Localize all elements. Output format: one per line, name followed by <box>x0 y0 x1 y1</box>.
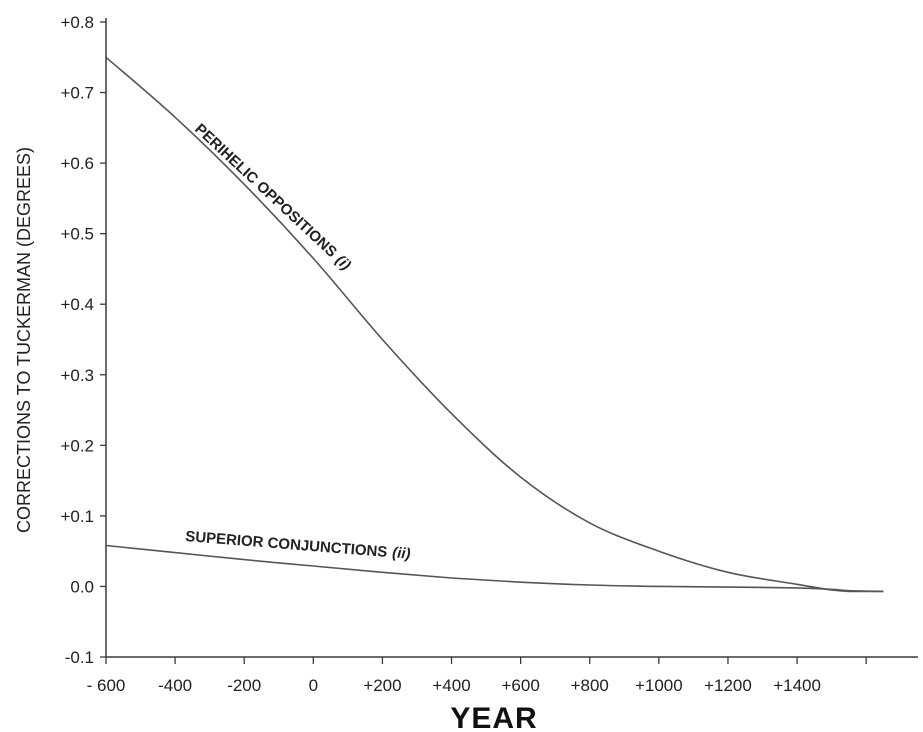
y-axis-label: CORRECTIONS TO TUCKERMAN (DEGREES) <box>14 147 34 533</box>
x-tick-label: - 600 <box>87 676 126 695</box>
y-tick-label: +0.1 <box>60 507 94 526</box>
annotation-perihelic-oppositions: PERIHELIC OPPOSITIONS(i) <box>191 120 354 273</box>
y-tick-label: -0.1 <box>65 648 94 667</box>
y-tick-label: 0.0 <box>70 577 94 596</box>
x-tick-label: 0 <box>309 676 318 695</box>
x-tick-label: +1000 <box>635 676 683 695</box>
y-tick-label: +0.6 <box>60 154 94 173</box>
y-tick-label: +0.8 <box>60 13 94 32</box>
series-line-0 <box>105 56 884 593</box>
x-tick-label: +400 <box>432 676 470 695</box>
y-tick-label: +0.2 <box>60 436 94 455</box>
series-line-1 <box>105 544 884 593</box>
series <box>105 56 884 593</box>
x-tick-label: -400 <box>158 676 192 695</box>
x-tick-label: +600 <box>501 676 539 695</box>
y-tick-label: +0.7 <box>60 84 94 103</box>
y-tick-label: +0.5 <box>60 225 94 244</box>
x-tick-label: +1400 <box>773 676 821 695</box>
axes <box>105 18 918 658</box>
x-ticks: - 600 -400 -200 0 +200 +400 +600 +800 +1000 +1200… <box>87 657 867 695</box>
x-tick-label: +200 <box>363 676 401 695</box>
x-tick-label: +800 <box>571 676 609 695</box>
x-tick-label: +1200 <box>704 676 752 695</box>
x-tick-label: -200 <box>227 676 261 695</box>
annotations: PERIHELIC OPPOSITIONS(i) SUPERIOR CONJUN… <box>185 120 411 562</box>
x-axis-label: YEAR <box>450 702 537 732</box>
y-tick-label: +0.4 <box>60 295 94 314</box>
y-tick-label: +0.3 <box>60 366 94 385</box>
y-ticks: -0.1 0.0 +0.1 +0.2 +0.3 +0.4 +0.5 +0.6 +0.7 +0.8 <box>60 13 106 667</box>
